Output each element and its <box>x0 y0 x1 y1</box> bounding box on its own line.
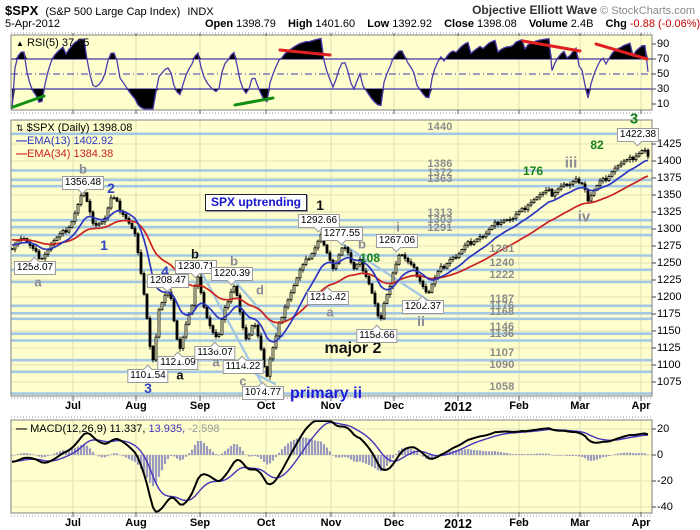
major-2-label: major 2 <box>324 340 382 357</box>
primary-ii-label: primary ii <box>289 385 363 402</box>
chg-label: Chg <box>605 18 627 30</box>
close-value: 1398.08 <box>477 18 517 30</box>
chart-header: $SPX (S&P 500 Large Cap Index) INDX Obje… <box>0 3 700 18</box>
main-legend-ema13: —EMA(13) 1402.92 <box>16 135 113 147</box>
ema13-swatch: — <box>16 135 27 147</box>
brand-label: Objective Elliott Wave <box>472 3 598 17</box>
close-label: Close <box>444 18 475 30</box>
open-label: Open <box>205 18 234 30</box>
main-legend-ema34: —EMA(34) 1384.38 <box>16 148 113 160</box>
rsi-label: RSI(5) 37.85 <box>26 37 90 49</box>
rsi-legend: ▲ RSI(5) 37.85 <box>16 37 89 49</box>
main-legend-symbol-text: $SPX (Daily) 1398.08 <box>26 122 133 134</box>
quote-row: 5-Apr-2012 Open 1398.79 High 1401.60 Low 13… <box>0 18 700 30</box>
uptrend-annotation-box: SPX uptrending <box>205 194 307 211</box>
low-label: Low <box>367 18 390 30</box>
macd-value: 11.337, <box>109 423 146 435</box>
quote-date: 5-Apr-2012 <box>5 18 61 30</box>
indicator-icon: ▲ <box>16 39 24 48</box>
main-legend-symbol: ⇅ $SPX (Daily) 1398.08 <box>16 122 132 134</box>
high-label: High <box>287 18 313 30</box>
ema13-text: EMA(13) 1402.92 <box>27 135 114 147</box>
volume-label: Volume <box>528 18 568 30</box>
stockcharts-credit: © StockCharts.com <box>600 5 695 17</box>
ema34-text: EMA(34) 1384.38 <box>27 148 114 160</box>
high-value: 1401.60 <box>315 18 356 30</box>
ema34-swatch: — <box>16 148 27 160</box>
chg-value: -0.88 (-0.06%) <box>629 18 700 30</box>
symbol-exchange: INDX <box>187 6 214 18</box>
open-value: 1398.79 <box>236 18 276 30</box>
symbol-ticker: $SPX <box>5 3 39 18</box>
chart-type-icon: ⇅ <box>16 123 24 133</box>
macd-swatch: — <box>16 423 27 435</box>
macd-signal-value: 13.935, <box>148 423 186 435</box>
macd-legend: — MACD(12,26,9) 11.337, 13.935, -2.598 <box>16 423 219 435</box>
symbol-name: (S&P 500 Large Cap Index) <box>45 6 181 18</box>
macd-label: MACD(12,26,9) <box>30 423 107 435</box>
volume-value: 2.4B <box>570 18 594 30</box>
macd-hist-value: -2.598 <box>188 423 220 435</box>
low-value: 1392.92 <box>392 18 432 30</box>
